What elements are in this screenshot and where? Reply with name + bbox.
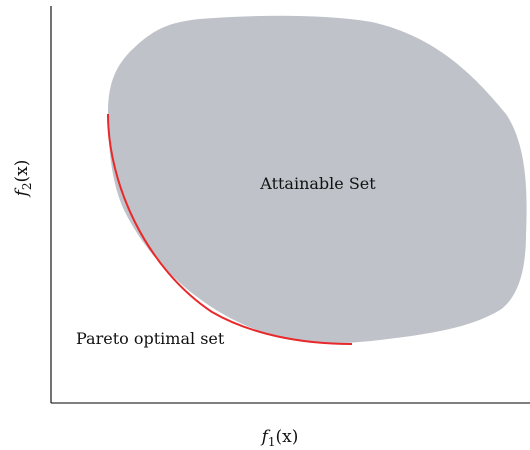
y-axis-label-name: f bbox=[12, 187, 32, 198]
y-axis-label: f2(x) bbox=[12, 160, 34, 199]
attainable-set-label: Attainable Set bbox=[259, 174, 376, 193]
x-axis-label-name: f bbox=[260, 427, 271, 447]
x-axis-label-argument: (x) bbox=[276, 427, 299, 447]
pareto-front-curve bbox=[107, 113, 353, 345]
x-axis-label-subscript: 1 bbox=[268, 435, 276, 449]
attainable-set-region bbox=[108, 15, 527, 344]
y-axis-label-argument: (x) bbox=[12, 160, 32, 183]
x-axis-label: f1(x) bbox=[260, 427, 299, 449]
pareto-optimal-set-label: Pareto optimal set bbox=[76, 329, 225, 348]
y-axis-label-subscript: 2 bbox=[20, 182, 34, 190]
